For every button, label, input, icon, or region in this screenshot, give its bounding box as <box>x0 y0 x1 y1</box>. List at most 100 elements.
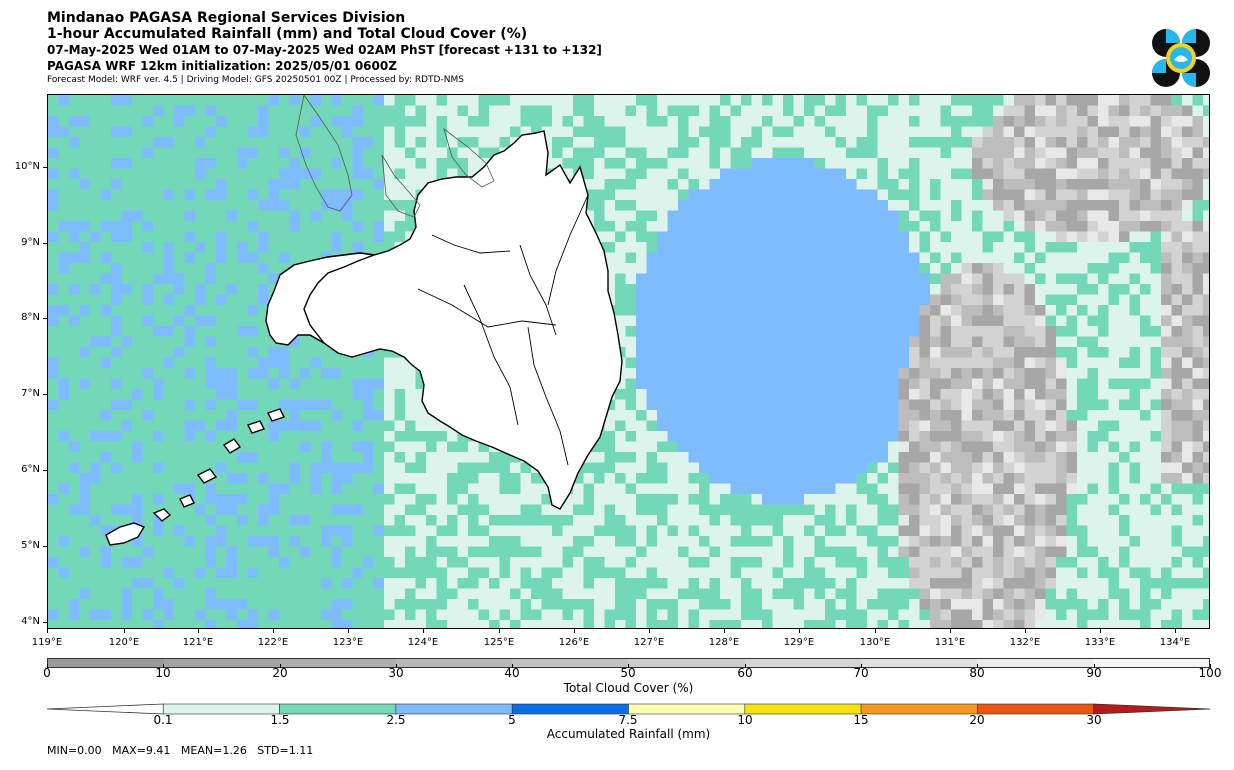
grid-cell <box>867 462 878 474</box>
grid-cell <box>625 263 637 274</box>
grid-cell <box>352 483 364 495</box>
grid-cell <box>1035 368 1046 379</box>
grid-cell <box>79 305 91 316</box>
grid-cell <box>499 105 511 117</box>
grid-cell <box>69 357 80 369</box>
grid-cell <box>174 347 185 358</box>
grid-cell <box>814 494 826 505</box>
grid-cell <box>1066 452 1078 463</box>
grid-cell <box>468 441 479 453</box>
grid-cell <box>237 431 248 442</box>
grid-cell <box>300 168 311 180</box>
grid-cell <box>720 221 731 232</box>
grid-cell <box>772 389 784 400</box>
grid-cell <box>1161 168 1172 180</box>
grid-cell <box>604 221 616 232</box>
grid-cell <box>153 221 164 232</box>
grid-cell <box>58 357 70 369</box>
grid-cell <box>825 515 836 526</box>
grid-cell <box>258 515 269 526</box>
grid-cell <box>1203 452 1209 463</box>
grid-cell <box>993 189 1004 201</box>
grid-cell <box>877 452 889 463</box>
grid-cell <box>951 504 962 516</box>
grid-cell <box>835 294 847 306</box>
grid-cell <box>310 504 322 516</box>
grid-cell <box>342 389 353 400</box>
grid-cell <box>615 242 626 253</box>
grid-cell <box>730 210 742 222</box>
grid-cell <box>489 147 500 159</box>
grid-cell <box>216 347 227 358</box>
grid-cell <box>730 305 742 316</box>
grid-cell <box>625 389 637 400</box>
grid-cell <box>226 263 238 274</box>
grid-cell <box>594 452 605 463</box>
grid-cell <box>657 189 668 201</box>
grid-cell <box>342 452 353 463</box>
grid-cell <box>1150 483 1162 495</box>
grid-cell <box>363 431 374 442</box>
grid-cell <box>625 368 637 379</box>
grid-cell <box>835 326 847 337</box>
grid-cell <box>300 357 311 369</box>
grid-cell <box>90 116 101 127</box>
grid-cell <box>258 305 269 316</box>
grid-cell <box>825 389 836 400</box>
grid-cell <box>394 452 406 463</box>
grid-cell <box>709 263 721 274</box>
grid-cell <box>814 263 826 274</box>
grid-cell <box>1035 158 1046 169</box>
grid-cell <box>888 263 899 274</box>
grid-cell <box>426 420 437 432</box>
grid-cell <box>1066 147 1078 159</box>
grid-cell <box>69 504 80 516</box>
grid-cell <box>247 137 259 148</box>
grid-cell <box>688 441 700 453</box>
grid-cell <box>1056 473 1067 484</box>
grid-cell <box>247 452 259 463</box>
grid-cell <box>1182 336 1193 348</box>
grid-cell <box>531 95 542 106</box>
grid-cell <box>667 95 679 106</box>
grid-cell <box>121 441 133 453</box>
grid-cell <box>226 546 238 558</box>
grid-cell <box>174 95 185 106</box>
grid-cell <box>132 357 143 369</box>
grid-cell <box>877 231 889 243</box>
grid-cell <box>646 326 658 337</box>
grid-cell <box>1003 179 1015 190</box>
grid-cell <box>1077 326 1088 337</box>
grid-cell <box>646 389 658 400</box>
grid-cell <box>1024 189 1036 201</box>
grid-cell <box>709 473 721 484</box>
grid-cell <box>625 431 637 442</box>
grid-cell <box>405 515 416 526</box>
grid-cell <box>856 95 868 106</box>
grid-cell <box>783 441 794 453</box>
grid-cell <box>1108 483 1120 495</box>
grid-cell <box>1203 336 1209 348</box>
grid-cell <box>342 378 353 390</box>
grid-cell <box>447 536 458 547</box>
grid-cell <box>625 336 637 348</box>
grid-cell <box>163 494 175 505</box>
grid-cell <box>972 273 983 285</box>
grid-cell <box>720 189 731 201</box>
grid-cell <box>898 399 910 411</box>
grid-cell <box>667 126 679 138</box>
grid-cell <box>783 200 794 211</box>
grid-cell <box>342 410 353 421</box>
grid-cell <box>993 399 1004 411</box>
grid-cell <box>1203 242 1209 253</box>
grid-cell <box>909 378 920 390</box>
grid-cell <box>846 305 857 316</box>
grid-cell <box>625 116 637 127</box>
grid-cell <box>1171 483 1183 495</box>
grid-cell <box>426 95 437 106</box>
grid-cell <box>1203 95 1209 106</box>
grid-cell <box>384 431 395 442</box>
grid-cell <box>247 305 259 316</box>
grid-cell <box>1014 557 1025 568</box>
grid-cell <box>814 158 826 169</box>
